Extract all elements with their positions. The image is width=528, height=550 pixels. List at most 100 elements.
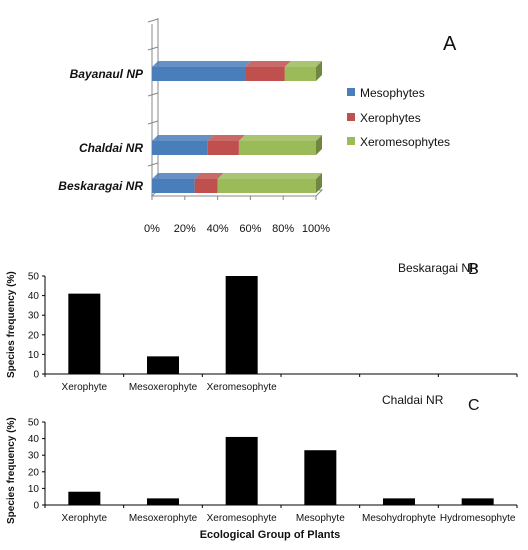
chart-b-y-axis-label: Species frequency (%)	[6, 271, 17, 378]
x-tick-label: Xeromesophyte	[207, 382, 277, 393]
bar-xerophyte	[68, 491, 101, 505]
x-tick-label: Mesoxerophyte	[129, 382, 198, 393]
chart-a-y-tick-mark	[147, 46, 159, 51]
bar-mesophyte	[304, 450, 337, 505]
chart-a-y-tick-mark	[147, 92, 159, 97]
chart-a-legend: Mesophytes Xerophytes Xeromesophytes	[347, 86, 450, 149]
panel-label-a: A	[443, 33, 457, 55]
bar-top-face	[152, 135, 214, 141]
bar-segment-beskaragai-nr-xeromesophytes	[217, 173, 322, 193]
bar-side-face	[316, 61, 322, 81]
bar-top-face	[284, 61, 322, 67]
y-tick-label: 0	[33, 370, 39, 381]
chart-a-category-label: Beskaragai NR	[58, 179, 143, 193]
bar-hydromesophyte	[461, 498, 494, 505]
bar-xeromesophyte	[225, 276, 258, 374]
bar-chart-chaldai: 0 10 20 30 40 50 Xerophyte Mesoxerophyte Xerome…	[6, 393, 518, 541]
y-tick-label: 40	[28, 434, 40, 445]
bar-segment-bayanaul-np-mesophytes	[152, 61, 252, 81]
chart-a-x-tick-label: 20%	[174, 223, 196, 235]
y-tick-label: 30	[28, 311, 40, 322]
legend-swatch-mesophytes	[347, 88, 355, 96]
x-tick-label: Mesohydrophyte	[362, 513, 436, 524]
bar-segment-chaldai-nr-xerophytes	[207, 135, 245, 155]
bar-segment-chaldai-nr-xeromesophytes	[238, 135, 322, 155]
legend-swatch-xerophytes	[347, 113, 355, 121]
chart-a-x-tick-labels: 0% 20% 40% 60% 80% 100%	[144, 223, 330, 235]
bar-front-face	[284, 67, 316, 81]
chart-c-y-axis-label: Species frequency (%)	[6, 417, 17, 524]
chart-c-site-label: Chaldai NR	[382, 393, 444, 407]
chart-a-x-tick-label: 60%	[239, 223, 261, 235]
y-tick-label: 40	[28, 291, 40, 302]
chart-c-x-axis-label: Ecological Group of Plants	[200, 529, 341, 541]
bar-front-face	[152, 67, 246, 81]
y-tick-label: 10	[28, 484, 40, 495]
bar-segment-beskaragai-nr-xerophytes	[194, 173, 224, 193]
stacked-bar-chart: Bayanaul NP Chaldai NR Beskaragai NR 0% 20%…	[58, 18, 457, 235]
chart-c-y-tick-labels: 0 10 20 30 40 50	[28, 418, 40, 512]
legend-item-xeromesophytes: Xeromesophytes	[347, 135, 450, 149]
y-tick-label: 0	[33, 501, 39, 512]
chart-a-y-tick-mark	[147, 162, 159, 167]
x-tick-label: Mesophyte	[296, 513, 345, 524]
chart-a-category-label: Chaldai NR	[79, 141, 143, 155]
y-tick-label: 30	[28, 451, 40, 462]
legend-swatch-xeromesophytes	[347, 137, 355, 145]
y-tick-label: 20	[28, 330, 40, 341]
bar-front-face	[217, 179, 316, 193]
bar-front-face	[245, 67, 285, 81]
bar-mesohydrophyte	[383, 498, 415, 505]
panel-label-b: B	[468, 261, 479, 278]
chart-a-x-tick-label: 40%	[207, 223, 229, 235]
legend-label-mesophytes: Mesophytes	[360, 86, 425, 100]
y-tick-label: 50	[28, 272, 40, 283]
chart-a-axes	[147, 18, 324, 200]
chart-a-bars	[152, 61, 322, 193]
bar-top-face	[152, 173, 201, 179]
bar-segment-bayanaul-np-xerophytes	[245, 61, 291, 81]
bar-front-face	[152, 179, 195, 193]
bar-top-face	[238, 135, 322, 141]
chart-b-bars	[68, 276, 258, 374]
legend-item-xerophytes: Xerophytes	[347, 111, 421, 125]
bar-front-face	[238, 141, 316, 155]
bar-xerophyte	[68, 293, 101, 374]
bar-side-face	[316, 135, 322, 155]
bar-chart-beskaragai: 0 10 20 30 40 50 Xerophyte Mesoxerophyte Xerome…	[6, 261, 518, 393]
chart-b-y-tick-labels: 0 10 20 30 40 50	[28, 272, 40, 381]
chart-c-axes	[42, 421, 518, 508]
chart-c-bars	[68, 436, 494, 505]
chart-b-x-tick-labels: Xerophyte Mesoxerophyte Xeromesophyte	[62, 382, 278, 393]
bar-top-face	[194, 173, 224, 179]
legend-label-xerophytes: Xerophytes	[360, 111, 421, 125]
bar-front-face	[152, 141, 208, 155]
x-tick-label: Mesoxerophyte	[129, 513, 198, 524]
x-tick-label: Xeromesophyte	[207, 513, 277, 524]
bar-top-face	[207, 135, 245, 141]
chart-a-x-tick-label: 80%	[272, 223, 294, 235]
bar-top-face	[152, 61, 252, 67]
bar-segment-bayanaul-np-xeromesophytes	[284, 61, 322, 81]
chart-a-category-label: Bayanaul NP	[70, 67, 144, 81]
chart-a-x-tick-label: 0%	[144, 223, 160, 235]
panel-label-c: C	[468, 397, 480, 414]
chart-a-y-tick-mark	[147, 120, 159, 125]
bar-segment-beskaragai-nr-mesophytes	[152, 173, 201, 193]
bar-front-face	[207, 141, 239, 155]
y-tick-label: 10	[28, 350, 40, 361]
chart-b-site-label: Beskaragai NR	[398, 261, 479, 275]
chart-a-category-labels: Bayanaul NP Chaldai NR Beskaragai NR	[58, 67, 144, 193]
bar-top-face	[245, 61, 291, 67]
x-tick-label: Hydromesophyte	[440, 513, 516, 524]
legend-label-xeromesophytes: Xeromesophytes	[360, 135, 450, 149]
legend-item-mesophytes: Mesophytes	[347, 86, 425, 100]
bar-segment-chaldai-nr-mesophytes	[152, 135, 214, 155]
chart-a-x-tick-label: 100%	[302, 223, 330, 235]
bar-mesoxerophyte	[147, 356, 179, 374]
x-tick-label: Xerophyte	[62, 513, 108, 524]
bar-mesoxerophyte	[147, 498, 179, 505]
chart-a-y-tick-mark	[147, 18, 159, 23]
bar-front-face	[194, 179, 218, 193]
